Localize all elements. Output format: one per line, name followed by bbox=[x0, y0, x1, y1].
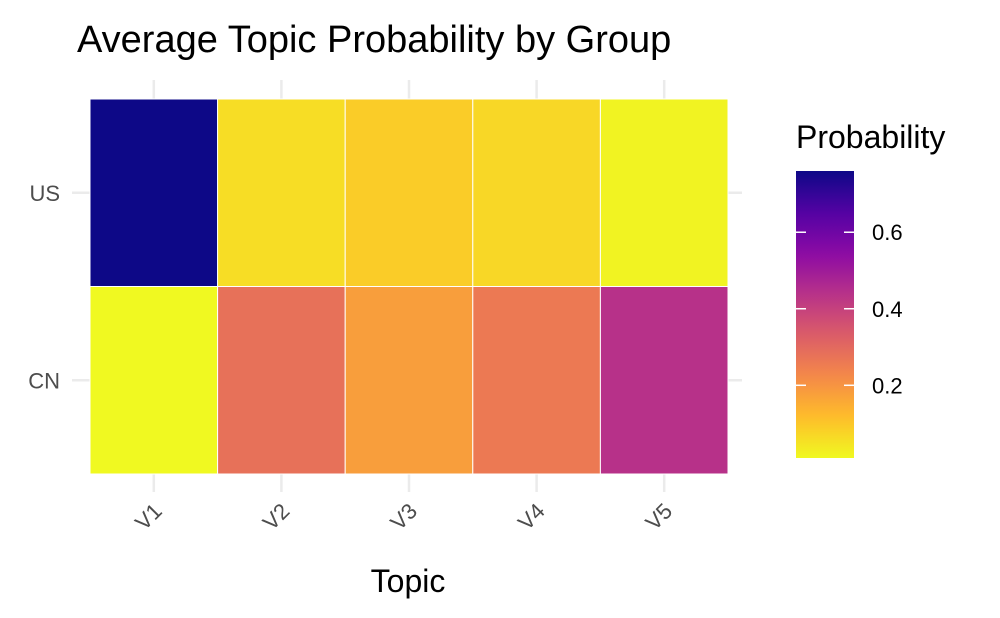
heatmap-cell-CN-V3 bbox=[344, 286, 474, 475]
y-tick-label: CN bbox=[28, 368, 60, 393]
heatmap-cells bbox=[89, 98, 729, 475]
x-tick-label: V2 bbox=[258, 498, 295, 535]
legend-tick-label: 0.6 bbox=[872, 220, 903, 245]
x-tick-label: V3 bbox=[385, 498, 422, 535]
x-tick-label: V1 bbox=[130, 498, 167, 535]
legend-ticks: 0.2 0.4 0.6 bbox=[796, 220, 903, 398]
heatmap-cell-CN-V4 bbox=[472, 286, 601, 475]
x-tick-label: V4 bbox=[513, 498, 550, 535]
x-axis-ticks: V1 V2 V3 V4 V5 bbox=[130, 498, 677, 535]
heatmap-cell-CN-V2 bbox=[217, 286, 346, 475]
heatmap-cell-CN-V1 bbox=[89, 286, 219, 475]
heatmap-cell-CN-V5 bbox=[599, 286, 729, 475]
x-axis-title: Topic bbox=[371, 563, 446, 599]
legend-colorbar bbox=[796, 171, 854, 458]
heatmap-cell-US-V2 bbox=[217, 98, 346, 287]
heatmap-cell-US-V4 bbox=[472, 98, 601, 287]
legend-tick-label: 0.4 bbox=[872, 297, 903, 322]
x-tick-label: V5 bbox=[641, 498, 678, 535]
y-tick-label: US bbox=[29, 181, 60, 206]
legend-tick-label: 0.2 bbox=[872, 373, 903, 398]
y-axis-ticks: US CN bbox=[28, 181, 60, 394]
legend-title: Probability bbox=[796, 119, 945, 155]
chart-title: Average Topic Probability by Group bbox=[77, 19, 671, 61]
heatmap-cell-US-V1 bbox=[89, 98, 219, 287]
heatmap-cell-US-V5 bbox=[599, 98, 729, 287]
heatmap-cell-US-V3 bbox=[344, 98, 474, 287]
